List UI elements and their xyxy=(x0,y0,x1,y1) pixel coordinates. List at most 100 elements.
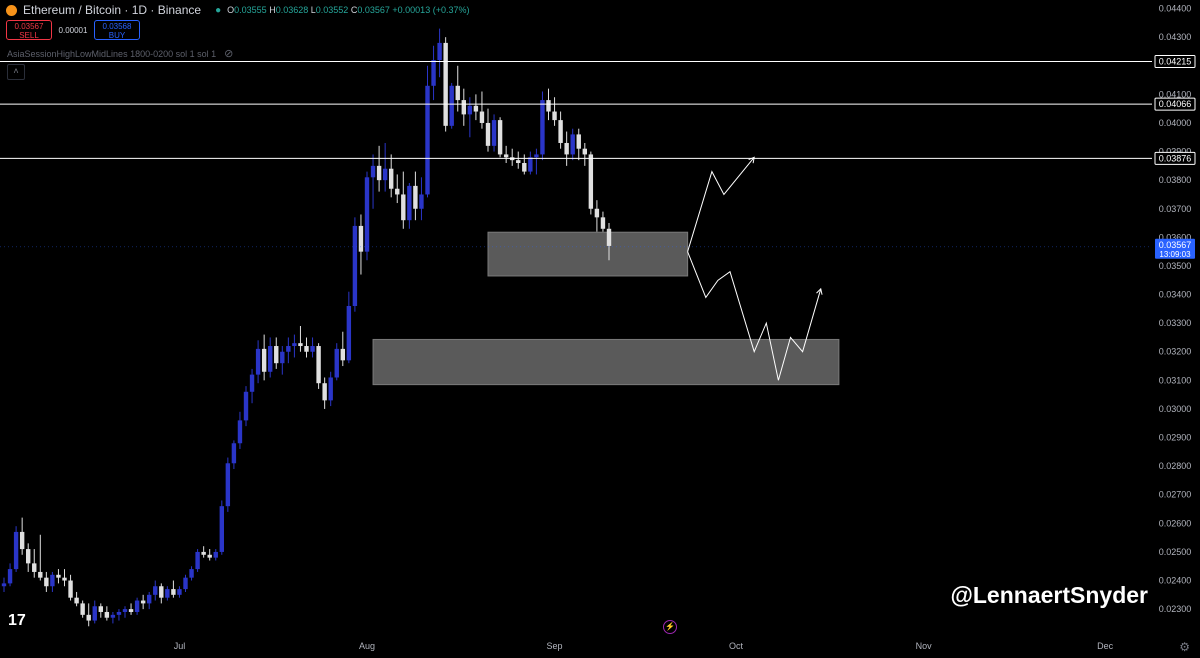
candle-body xyxy=(122,609,128,612)
price-line-label: 0.04066 xyxy=(1159,99,1192,109)
current-price-label: 0.03567 xyxy=(1159,240,1192,250)
candle-body xyxy=(352,225,358,306)
candle-body xyxy=(219,506,224,552)
arrowhead xyxy=(816,287,823,295)
candle-body xyxy=(340,348,345,361)
candle-body xyxy=(310,346,315,352)
price-tick-label: 0.04100 xyxy=(1159,89,1192,99)
time-axis: Jul Aug Sep Oct Nov Dec xyxy=(174,641,1114,651)
chart-header: Ethereum / Bitcoin · 1D · Binance ● O0.0… xyxy=(6,3,469,17)
market-status-icon: ● xyxy=(215,4,222,16)
buy-button[interactable]: 0.03568 BUY xyxy=(94,20,140,40)
candle-body xyxy=(13,531,19,570)
candle-body xyxy=(503,154,509,158)
candle-body xyxy=(528,157,533,172)
candle-body xyxy=(1,583,7,587)
candle-body xyxy=(189,569,194,578)
candlestick-series xyxy=(1,28,612,627)
price-tick-label: 0.02700 xyxy=(1159,490,1192,500)
price-tick-label: 0.02900 xyxy=(1159,433,1192,443)
candle-body xyxy=(461,100,466,115)
price-tick-label: 0.03200 xyxy=(1159,347,1192,357)
candle-body xyxy=(600,217,606,229)
support-zones xyxy=(372,231,840,386)
candle-body xyxy=(231,443,237,464)
candle-body xyxy=(606,228,612,246)
candle-body xyxy=(286,346,291,352)
candle-body xyxy=(255,348,261,375)
candle-body xyxy=(455,85,460,101)
gear-icon[interactable]: ⚙ xyxy=(1179,640,1190,654)
candle-body xyxy=(546,100,551,112)
candle-body xyxy=(491,120,497,146)
projection-path xyxy=(687,251,822,381)
candle-body xyxy=(467,105,473,115)
candle-body xyxy=(401,194,406,221)
candle-body xyxy=(26,549,31,564)
candle-body xyxy=(171,589,176,595)
price-tick-label: 0.02600 xyxy=(1159,518,1192,528)
candle-body xyxy=(261,348,267,372)
candle-body xyxy=(497,120,503,155)
candle-body xyxy=(74,597,79,604)
price-tick-label: 0.03900 xyxy=(1159,147,1192,157)
candle-body xyxy=(134,600,140,612)
indicator-name: AsiaSessionHighLowMidLines 1800-0200 sol… xyxy=(7,48,217,59)
candle-body xyxy=(159,586,164,598)
horizontal-price-lines xyxy=(0,60,1152,248)
price-axis: 0.044000.043000.041000.040000.039000.038… xyxy=(1152,0,1200,658)
candle-body xyxy=(268,346,273,372)
candle-body xyxy=(376,165,382,181)
candle-body xyxy=(86,614,91,621)
candle-body xyxy=(80,603,85,615)
projection-paths xyxy=(687,156,823,381)
ohlc-values: O0.03555 H0.03628 L0.03552 C0.03567 +0.0… xyxy=(227,5,470,15)
candle-body xyxy=(358,225,364,252)
candle-body xyxy=(485,122,491,146)
candle-body xyxy=(110,614,116,618)
symbol-title[interactable]: Ethereum / Bitcoin · 1D · Binance xyxy=(23,3,202,17)
projection-path xyxy=(687,156,755,252)
eye-hidden-icon[interactable]: ⊘ xyxy=(224,48,234,60)
price-tick-label: 0.03700 xyxy=(1159,204,1192,214)
price-tick-label: 0.03600 xyxy=(1159,232,1192,242)
candle-body xyxy=(413,185,418,209)
sell-button[interactable]: 0.03567 SELL xyxy=(6,20,52,40)
candle-body xyxy=(292,343,297,347)
candle-body xyxy=(207,554,212,558)
candle-body xyxy=(237,420,243,444)
candle-body xyxy=(104,611,110,618)
price-line-label: 0.04215 xyxy=(1159,56,1192,66)
candle-body xyxy=(298,343,303,347)
candle-body xyxy=(56,574,61,578)
trade-panel: 0.03567 SELL 0.00001 0.03568 BUY xyxy=(6,20,140,40)
candle-body xyxy=(570,134,575,155)
collapse-legend-button[interactable]: ˄ xyxy=(7,64,25,80)
time-tick-label: Aug xyxy=(359,641,375,651)
candle-body xyxy=(50,574,55,587)
candle-body xyxy=(32,563,37,572)
candle-body xyxy=(116,611,122,615)
support-zone xyxy=(372,338,840,386)
candle-body xyxy=(201,551,206,555)
tradingview-logo-icon[interactable]: 17 xyxy=(8,612,26,629)
candle-body xyxy=(334,348,339,378)
candle-body xyxy=(346,305,352,361)
candle-body xyxy=(594,208,600,218)
candle-body xyxy=(44,577,49,587)
lightning-icon[interactable]: ⚡ xyxy=(663,620,677,634)
candle-body xyxy=(389,168,394,189)
candle-body xyxy=(540,100,545,155)
candle-body xyxy=(243,391,249,421)
price-tick-label: 0.03300 xyxy=(1159,318,1192,328)
candle-body xyxy=(140,600,146,604)
candle-body xyxy=(153,586,158,595)
price-tick-label: 0.04400 xyxy=(1159,4,1192,14)
countdown-timer: 13:09:03 xyxy=(1159,250,1191,259)
indicator-legend[interactable]: AsiaSessionHighLowMidLines 1800-0200 sol… xyxy=(7,47,233,60)
candle-body xyxy=(425,85,430,195)
price-tick-label: 0.04300 xyxy=(1159,32,1192,42)
candle-body xyxy=(582,148,587,155)
candle-body xyxy=(213,551,218,558)
